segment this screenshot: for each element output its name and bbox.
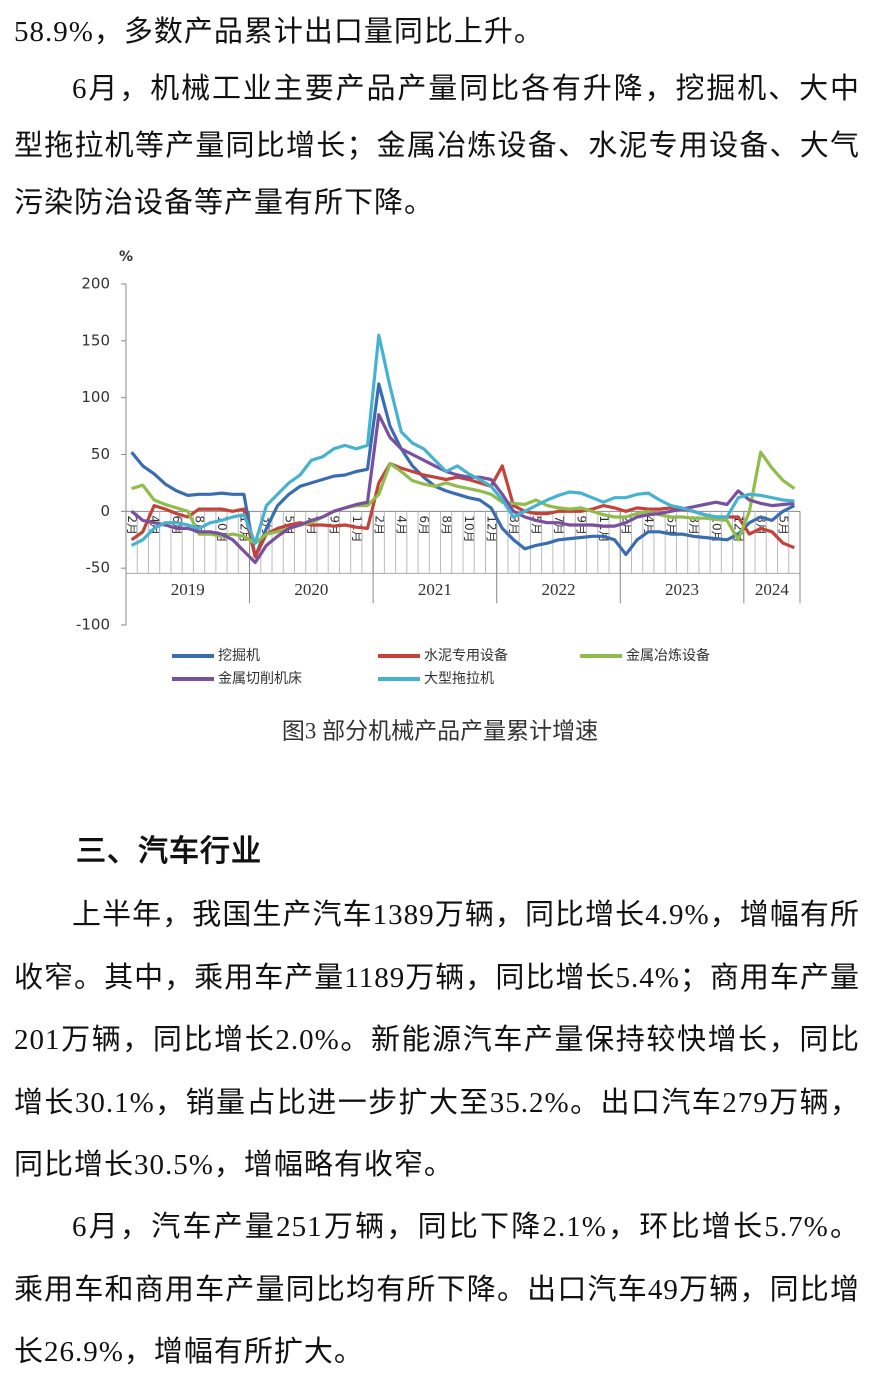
x-tick-label: 6月 <box>170 515 184 535</box>
y-axis-label: % <box>119 249 133 265</box>
paragraph: 6月，机械工业主要产品产量同比各有升降，挖掘机、大中型拖拉机等产量同比增长；金属… <box>14 73 860 219</box>
y-tick-label: -50 <box>86 559 111 577</box>
x-tick-label: 12月 <box>485 515 499 542</box>
group-label: 2022 <box>541 580 575 599</box>
legend-label: 水泥专用设备 <box>424 647 508 664</box>
y-tick-label: 200 <box>81 275 110 293</box>
y-tick-label: 150 <box>81 331 110 349</box>
chart: % 图3 部分机械产品产量累计增速 -100 -50 0 50 100 150 200 2月 4… <box>76 249 801 743</box>
x-tick-label: 2月 <box>125 515 139 535</box>
y-tick-label: 0 <box>100 502 110 520</box>
x-tick-label: 10月 <box>709 515 723 542</box>
caption: 图3 部分机械产品产量累计增速 <box>282 718 598 743</box>
x-tick-label: 8月 <box>687 515 701 535</box>
y-tick-label: -100 <box>76 616 110 634</box>
x-tick-label: 11月 <box>350 515 364 542</box>
group-label: 2023 <box>665 580 699 599</box>
series-line <box>130 333 795 547</box>
x-tick-label: 10月 <box>462 515 476 542</box>
group-label: 2024 <box>755 580 790 599</box>
series-line <box>131 450 796 545</box>
x-tick-label: 7月 <box>552 515 566 535</box>
legend-label: 金属冶炼设备 <box>626 647 710 664</box>
x-tick-label: 8月 <box>440 515 454 535</box>
x-tick-label: 4月 <box>395 515 409 535</box>
x-tick-label: 5月 <box>777 515 791 535</box>
group-label: 2019 <box>171 580 205 599</box>
group-label: 2020 <box>294 580 328 599</box>
section-heading: 三、汽车行业 <box>76 835 262 868</box>
legend-label: 金属切削机床 <box>218 671 302 687</box>
x-tick-label: 6月 <box>664 515 678 535</box>
series-line <box>130 382 796 559</box>
x-tick-label: 2月 <box>372 515 386 535</box>
y-tick-label: 50 <box>91 445 110 463</box>
paragraph: 6月，汽车产量251万辆，同比下降2.1%，环比增长5.7%。乘用车和商用车产量… <box>14 1211 860 1368</box>
paragraph: 58.9%，多数产品累计出口量同比上升。 <box>14 16 544 48</box>
legend-label: 挖掘机 <box>218 648 260 664</box>
x-tick-label: 4月 <box>642 515 656 535</box>
y-tick-label: 100 <box>81 388 110 406</box>
legend-label: 大型拖拉机 <box>424 671 494 687</box>
x-tick-label: 3月 <box>507 515 521 535</box>
paragraph: 上半年，我国生产汽车1389万辆，同比增长4.9%，增幅有所收窄。其中，乘用车产… <box>14 899 860 1181</box>
group-label: 2021 <box>418 580 452 599</box>
x-tick-label: 6月 <box>417 515 431 535</box>
